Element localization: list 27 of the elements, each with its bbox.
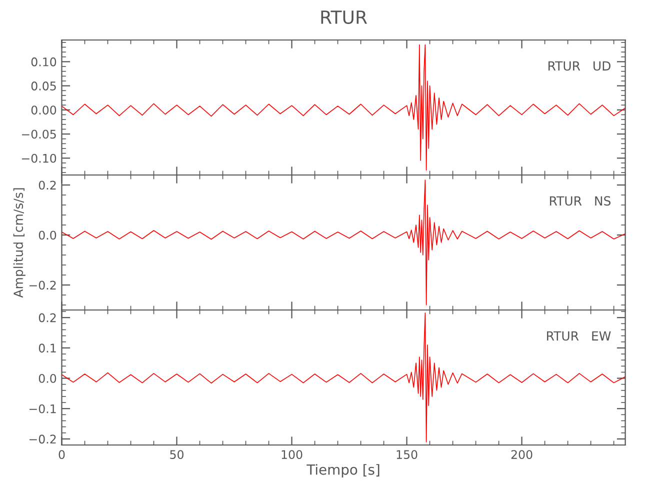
line-series (62, 180, 626, 306)
x-tick-label: 0 (58, 450, 65, 459)
chart-title: RTUR (321, 10, 368, 24)
line-series (62, 44, 626, 171)
y-tick-label: −0.2 (29, 434, 56, 444)
y-tick-label: 0.00 (31, 106, 56, 115)
y-tick-label: 0.2 (38, 313, 56, 322)
x-tick-label: 50 (170, 450, 184, 459)
y-tick-label: 0.05 (31, 82, 56, 90)
x-tick-label: 150 (396, 450, 418, 459)
y-tick-label: 0.1 (38, 344, 56, 353)
y-tick-label: 0.10 (31, 57, 56, 66)
y-tick-label: −0.05 (22, 130, 56, 139)
x-tick-label: 200 (511, 450, 532, 459)
annotation: RTUR NS (550, 196, 611, 206)
x-axis-title: Tiempo [s] (306, 464, 380, 478)
y-tick-label: −0.2 (29, 280, 56, 290)
y-tick-label: 0.2 (38, 180, 56, 190)
y-tick-label: 0.0 (38, 230, 56, 240)
line-series (62, 312, 626, 442)
annotation: RTUR UD (548, 61, 610, 71)
annotation: RTUR EW (547, 331, 611, 341)
x-tick-label: 100 (282, 450, 302, 459)
y-tick-label: 0.0 (38, 374, 56, 383)
y-tick-label: −0.10 (22, 154, 56, 163)
y-axis-title: Amplitud [cm/s/s] (13, 188, 26, 298)
y-tick-label: −0.1 (29, 404, 56, 414)
